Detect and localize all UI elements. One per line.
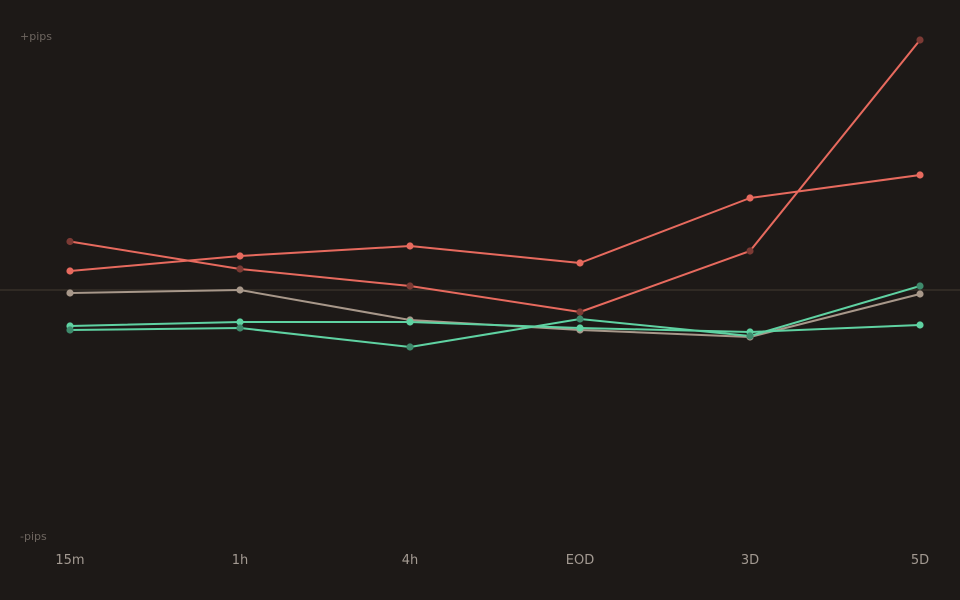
series-5 <box>66 282 924 351</box>
series-2-point-EOD <box>576 259 584 267</box>
series-1-point-4h <box>406 282 414 290</box>
series-4 <box>66 318 924 336</box>
x-tick-label: 3D <box>741 553 759 568</box>
series-2-point-15m <box>66 267 74 275</box>
series-5-point-3D <box>746 332 754 340</box>
series-4-line <box>69 321 921 333</box>
series-2-point-1h <box>236 252 244 260</box>
series-layer <box>66 36 924 351</box>
series-5-point-1h <box>236 324 244 332</box>
series-5-point-5D <box>916 282 924 290</box>
x-tick-label: 1h <box>232 553 249 568</box>
series-4-point-4h <box>406 318 414 326</box>
series-2-point-5D <box>916 171 924 179</box>
x-tick-label: 15m <box>55 553 84 568</box>
x-tick-label: 4h <box>402 553 419 568</box>
y-axis-label-top: +pips <box>20 30 52 43</box>
y-axis-label-bottom: -pips <box>20 530 47 543</box>
series-1-point-3D <box>746 247 754 255</box>
x-axis-ticks: 15m 1h 4h EOD 3D 5D <box>55 553 929 568</box>
series-5-line <box>69 285 921 348</box>
series-1-point-5D <box>916 36 924 44</box>
series-5-point-EOD <box>576 315 584 323</box>
series-2-point-3D <box>746 194 754 202</box>
series-1-line <box>69 39 921 313</box>
series-5-point-4h <box>406 343 414 351</box>
series-3-point-1h <box>236 286 244 294</box>
x-tick-label: EOD <box>566 553 594 568</box>
series-2-point-4h <box>406 242 414 250</box>
series-1-point-15m <box>66 237 74 246</box>
series-1 <box>66 36 924 316</box>
series-4-point-5D <box>916 321 924 329</box>
series-5-point-15m <box>66 326 74 334</box>
series-4-point-1h <box>236 318 244 326</box>
series-1-point-EOD <box>576 308 584 316</box>
series-2-line <box>69 174 921 272</box>
series-1-point-1h <box>236 265 244 273</box>
x-tick-label: 5D <box>911 553 929 568</box>
series-3-point-5D <box>916 290 924 298</box>
series-2 <box>66 171 924 275</box>
series-4-point-EOD <box>576 324 584 332</box>
series-3-point-15m <box>66 289 74 297</box>
